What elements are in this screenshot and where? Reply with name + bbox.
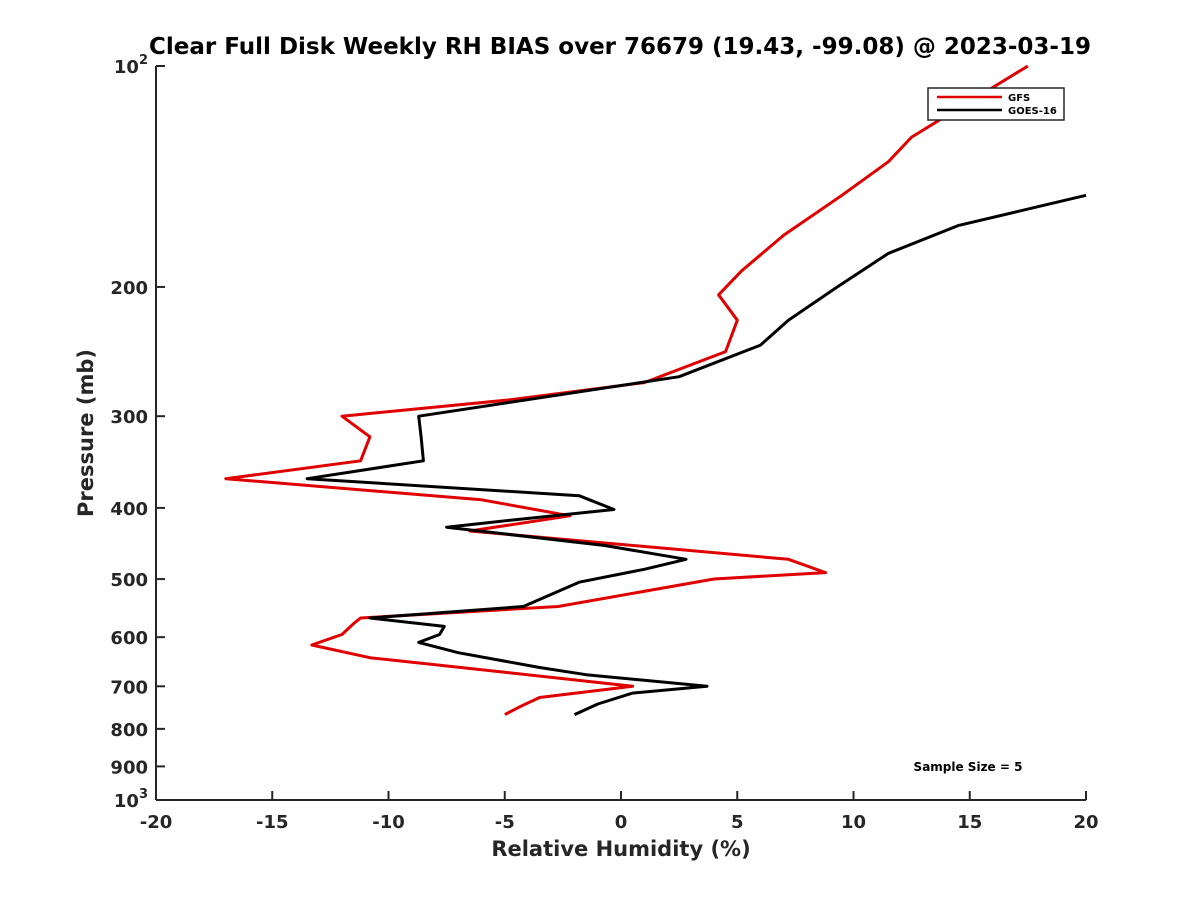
y-ticks: 102 200 300 400 500 600 700 800 900 103: [110, 53, 165, 812]
x-tick-label: -5: [495, 812, 515, 833]
sample-size-annotation: Sample Size = 5: [914, 760, 1023, 774]
y-tick-label: 103: [114, 787, 148, 812]
y-tick-label: 300: [110, 407, 148, 428]
y-tick-label: 900: [110, 757, 148, 778]
y-tick-label: 200: [110, 278, 148, 299]
y-tick-label: 600: [110, 628, 148, 649]
plot-lines: [224, 64, 1087, 716]
legend-label-goes16: GOES-16: [1008, 106, 1057, 117]
x-tick-label: 10: [841, 812, 866, 833]
y-tick-label: 500: [110, 570, 148, 591]
x-tick-label: -15: [256, 812, 289, 833]
legend-box: [927, 87, 1065, 121]
chart-title: Clear Full Disk Weekly RH BIAS over 7667…: [149, 34, 1091, 60]
x-tick-label: 5: [731, 812, 744, 833]
x-ticks: -20 -15 -10 -5 0 5 10 15 20: [140, 791, 1099, 833]
x-tick-label: -10: [372, 812, 405, 833]
axes: [155, 66, 1086, 801]
x-tick-label: -20: [140, 812, 173, 833]
x-tick-label: 20: [1073, 812, 1098, 833]
y-tick-label: 700: [110, 677, 148, 698]
legend-label-gfs: GFS: [1008, 93, 1030, 104]
series-line-gfs: [224, 64, 1029, 716]
series-line-goes16: [305, 193, 1087, 716]
y-tick-label: 102: [114, 53, 148, 78]
y-tick-label: 400: [110, 499, 148, 520]
x-tick-label: 0: [615, 812, 628, 833]
y-tick-label: 800: [110, 720, 148, 741]
x-axis-label: Relative Humidity (%): [491, 837, 750, 861]
legend: GFS GOES-16: [927, 87, 1065, 121]
y-axis-label: Pressure (mb): [74, 349, 98, 517]
x-tick-label: 15: [957, 812, 982, 833]
